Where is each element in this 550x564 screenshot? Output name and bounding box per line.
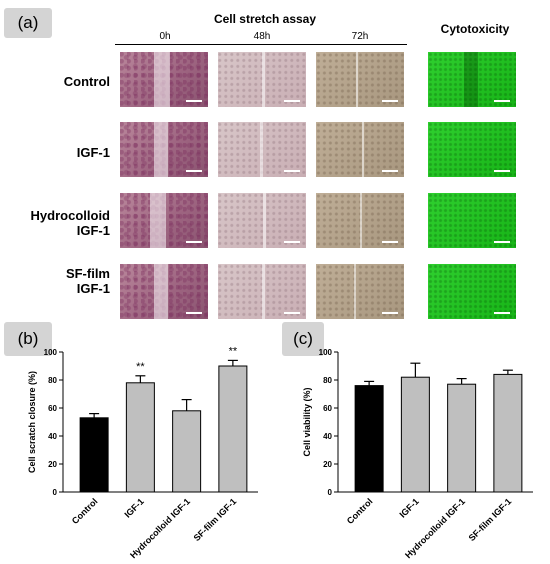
closure-significance-marker: ** bbox=[229, 345, 238, 357]
micrograph-hydrocolloid-0h bbox=[120, 193, 208, 248]
viability-bar bbox=[400, 376, 430, 493]
closure-x-tick-label: Control bbox=[70, 496, 100, 526]
assay-title: Cell stretch assay bbox=[213, 12, 317, 26]
row-label-line1: Hydrocolloid bbox=[30, 208, 110, 223]
closure-x-tick-label: SF-film IGF-1 bbox=[192, 496, 239, 543]
micrograph-control-cyto bbox=[428, 52, 516, 107]
micrograph-control-48h bbox=[218, 52, 306, 107]
row-label-line2: IGF-1 bbox=[76, 223, 110, 238]
micrograph-igf1-72h bbox=[316, 122, 404, 177]
viability-bar-chart: 0 20 40 60 80 100 Cell viability (%) Control IGF… bbox=[302, 348, 533, 560]
micrograph-sf-film-cyto bbox=[428, 264, 516, 319]
viability-y-tick-label: 60 bbox=[323, 404, 332, 413]
micrograph-sf-film-0h bbox=[120, 264, 208, 319]
row-label-hydrocolloid: Hydrocolloid IGF-1 bbox=[5, 208, 110, 238]
micrograph-hydrocolloid-48h bbox=[218, 193, 306, 248]
micrograph-sf-film-72h bbox=[316, 264, 404, 319]
viability-bar bbox=[493, 373, 523, 493]
row-label-control: Control bbox=[63, 74, 110, 89]
closure-y-axis-label: Cell scratch closure (%) bbox=[27, 371, 37, 473]
viability-y-axis-label: Cell viability (%) bbox=[302, 387, 312, 456]
row-label-line2: IGF-1 bbox=[76, 281, 110, 296]
viability-bar bbox=[354, 385, 384, 493]
column-label-0h: 0h bbox=[159, 31, 171, 42]
closure-bar bbox=[125, 382, 155, 493]
panel-a-label: (a) bbox=[4, 8, 52, 38]
viability-y-tick-label: 40 bbox=[323, 432, 332, 441]
micrograph-control-0h bbox=[120, 52, 208, 107]
micrograph-hydrocolloid-72h bbox=[316, 193, 404, 248]
viability-y-tick-label: 20 bbox=[323, 460, 332, 469]
viability-x-tick-label: IGF-1 bbox=[397, 496, 420, 519]
row-label-igf1: IGF-1 bbox=[76, 145, 110, 160]
micrograph-igf1-0h bbox=[120, 122, 208, 177]
closure-bar bbox=[218, 365, 248, 493]
panel-b-label: (b) bbox=[4, 322, 52, 356]
row-label-sf-film: SF-film IGF-1 bbox=[5, 266, 110, 296]
closure-x-tick-label: IGF-1 bbox=[122, 496, 145, 519]
viability-x-tick-label: SF-film IGF-1 bbox=[467, 496, 514, 543]
micrograph-hydrocolloid-cyto bbox=[428, 193, 516, 248]
closure-y-tick-label: 0 bbox=[53, 488, 58, 497]
closure-bar-chart: 0 20 40 60 80 100 Cell scratch closure (%) Cont… bbox=[27, 345, 258, 560]
closure-y-tick-label: 80 bbox=[48, 376, 57, 385]
viability-bar bbox=[447, 383, 477, 493]
cyto-title: Cytotoxicity bbox=[440, 22, 510, 36]
micrograph-control-72h bbox=[316, 52, 404, 107]
panel-c-label: (c) bbox=[282, 322, 324, 356]
viability-x-tick-label: Control bbox=[345, 496, 375, 526]
viability-y-tick-label: 0 bbox=[328, 488, 333, 497]
closure-y-tick-label: 60 bbox=[48, 404, 57, 413]
row-label-line1: SF-film bbox=[65, 266, 110, 281]
micrograph-igf1-48h bbox=[218, 122, 306, 177]
micrograph-igf1-cyto bbox=[428, 122, 516, 177]
closure-y-tick-label: 20 bbox=[48, 460, 57, 469]
closure-y-tick-label: 100 bbox=[44, 348, 58, 357]
column-label-72h: 72h bbox=[351, 31, 369, 42]
closure-bar bbox=[172, 410, 202, 493]
closure-bar bbox=[79, 417, 109, 493]
column-label-48h: 48h bbox=[253, 31, 271, 42]
assay-title-rule bbox=[115, 44, 407, 45]
micrograph-sf-film-48h bbox=[218, 264, 306, 319]
viability-y-tick-label: 80 bbox=[323, 376, 332, 385]
closure-significance-marker: ** bbox=[136, 361, 145, 373]
viability-y-tick-label: 100 bbox=[319, 348, 333, 357]
closure-y-tick-label: 40 bbox=[48, 432, 57, 441]
